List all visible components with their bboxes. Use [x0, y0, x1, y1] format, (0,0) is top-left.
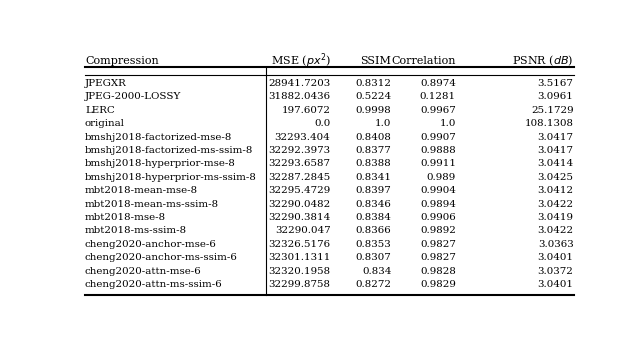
- Text: 0.8346: 0.8346: [356, 200, 392, 209]
- Text: 0.989: 0.989: [427, 173, 456, 182]
- Text: 1.0: 1.0: [440, 119, 456, 128]
- Text: 0.9892: 0.9892: [420, 226, 456, 236]
- Text: 0.0: 0.0: [314, 119, 330, 128]
- Text: 3.0417: 3.0417: [538, 133, 573, 142]
- Text: 0.9907: 0.9907: [420, 133, 456, 142]
- Text: 1.0: 1.0: [375, 119, 392, 128]
- Text: 32301.1311: 32301.1311: [268, 253, 330, 262]
- Text: JPEG-2000-LOSSY: JPEG-2000-LOSSY: [85, 92, 181, 101]
- Text: 0.8397: 0.8397: [356, 186, 392, 195]
- Text: 0.8307: 0.8307: [356, 253, 392, 262]
- Text: 0.5224: 0.5224: [355, 92, 392, 101]
- Text: mbt2018-mean-ms-ssim-8: mbt2018-mean-ms-ssim-8: [85, 200, 219, 209]
- Text: LERC: LERC: [85, 106, 115, 115]
- Text: 32326.5176: 32326.5176: [268, 240, 330, 249]
- Text: 32293.404: 32293.404: [275, 133, 330, 142]
- Text: 3.0422: 3.0422: [538, 226, 573, 236]
- Text: bmshj2018-hyperprior-ms-ssim-8: bmshj2018-hyperprior-ms-ssim-8: [85, 173, 257, 182]
- Text: mbt2018-mean-mse-8: mbt2018-mean-mse-8: [85, 186, 198, 195]
- Text: bmshj2018-hyperprior-mse-8: bmshj2018-hyperprior-mse-8: [85, 159, 236, 168]
- Text: 3.0961: 3.0961: [538, 92, 573, 101]
- Text: 0.8377: 0.8377: [356, 146, 392, 155]
- Text: 32295.4729: 32295.4729: [268, 186, 330, 195]
- Text: mbt2018-ms-ssim-8: mbt2018-ms-ssim-8: [85, 226, 187, 236]
- Text: 0.8312: 0.8312: [355, 79, 392, 88]
- Text: 3.0414: 3.0414: [538, 159, 573, 168]
- Text: cheng2020-anchor-ms-ssim-6: cheng2020-anchor-ms-ssim-6: [85, 253, 238, 262]
- Text: 197.6072: 197.6072: [282, 106, 330, 115]
- Text: 32290.047: 32290.047: [275, 226, 330, 236]
- Text: 3.0412: 3.0412: [538, 186, 573, 195]
- Text: cheng2020-attn-ms-ssim-6: cheng2020-attn-ms-ssim-6: [85, 280, 223, 289]
- Text: 0.8388: 0.8388: [356, 159, 392, 168]
- Text: 0.8366: 0.8366: [356, 226, 392, 236]
- Text: 0.9888: 0.9888: [420, 146, 456, 155]
- Text: 3.0401: 3.0401: [538, 253, 573, 262]
- Text: Correlation: Correlation: [392, 56, 456, 66]
- Text: JPEGXR: JPEGXR: [85, 79, 127, 88]
- Text: 0.8974: 0.8974: [420, 79, 456, 88]
- Text: SSIM: SSIM: [360, 56, 392, 66]
- Text: 3.0422: 3.0422: [538, 200, 573, 209]
- Text: 0.9998: 0.9998: [356, 106, 392, 115]
- Text: 3.0372: 3.0372: [538, 267, 573, 276]
- Text: 32287.2845: 32287.2845: [268, 173, 330, 182]
- Text: 0.8384: 0.8384: [356, 213, 392, 222]
- Text: PSNR ($\mathit{dB}$): PSNR ($\mathit{dB}$): [512, 54, 573, 68]
- Text: original: original: [85, 119, 125, 128]
- Text: bmshj2018-factorized-ms-ssim-8: bmshj2018-factorized-ms-ssim-8: [85, 146, 253, 155]
- Text: 25.1729: 25.1729: [531, 106, 573, 115]
- Text: 32320.1958: 32320.1958: [268, 267, 330, 276]
- Text: 0.8408: 0.8408: [356, 133, 392, 142]
- Text: 0.9829: 0.9829: [420, 280, 456, 289]
- Text: cheng2020-anchor-mse-6: cheng2020-anchor-mse-6: [85, 240, 217, 249]
- Text: 3.0417: 3.0417: [538, 146, 573, 155]
- Text: 0.834: 0.834: [362, 267, 392, 276]
- Text: 0.9911: 0.9911: [420, 159, 456, 168]
- Text: 3.5167: 3.5167: [538, 79, 573, 88]
- Text: MSE ($\mathit{px}^2$): MSE ($\mathit{px}^2$): [271, 52, 330, 70]
- Text: 108.1308: 108.1308: [525, 119, 573, 128]
- Text: 0.9967: 0.9967: [420, 106, 456, 115]
- Text: bmshj2018-factorized-mse-8: bmshj2018-factorized-mse-8: [85, 133, 232, 142]
- Text: 31882.0436: 31882.0436: [268, 92, 330, 101]
- Text: 0.9827: 0.9827: [420, 240, 456, 249]
- Text: 0.9827: 0.9827: [420, 253, 456, 262]
- Text: 32290.3814: 32290.3814: [268, 213, 330, 222]
- Text: 0.9894: 0.9894: [420, 200, 456, 209]
- Text: 32293.6587: 32293.6587: [269, 159, 330, 168]
- Text: 0.9906: 0.9906: [420, 213, 456, 222]
- Text: 3.0401: 3.0401: [538, 280, 573, 289]
- Text: 0.8272: 0.8272: [355, 280, 392, 289]
- Text: 0.8353: 0.8353: [356, 240, 392, 249]
- Text: 32290.0482: 32290.0482: [268, 200, 330, 209]
- Text: 0.8341: 0.8341: [355, 173, 392, 182]
- Text: 3.0425: 3.0425: [538, 173, 573, 182]
- Text: 0.9904: 0.9904: [420, 186, 456, 195]
- Text: 3.0363: 3.0363: [538, 240, 573, 249]
- Text: 0.1281: 0.1281: [420, 92, 456, 101]
- Text: 32299.8758: 32299.8758: [269, 280, 330, 289]
- Text: 32292.3973: 32292.3973: [268, 146, 330, 155]
- Text: Compression: Compression: [85, 56, 159, 66]
- Text: 28941.7203: 28941.7203: [268, 79, 330, 88]
- Text: 3.0419: 3.0419: [538, 213, 573, 222]
- Text: cheng2020-attn-mse-6: cheng2020-attn-mse-6: [85, 267, 202, 276]
- Text: mbt2018-mse-8: mbt2018-mse-8: [85, 213, 166, 222]
- Text: 0.9828: 0.9828: [420, 267, 456, 276]
